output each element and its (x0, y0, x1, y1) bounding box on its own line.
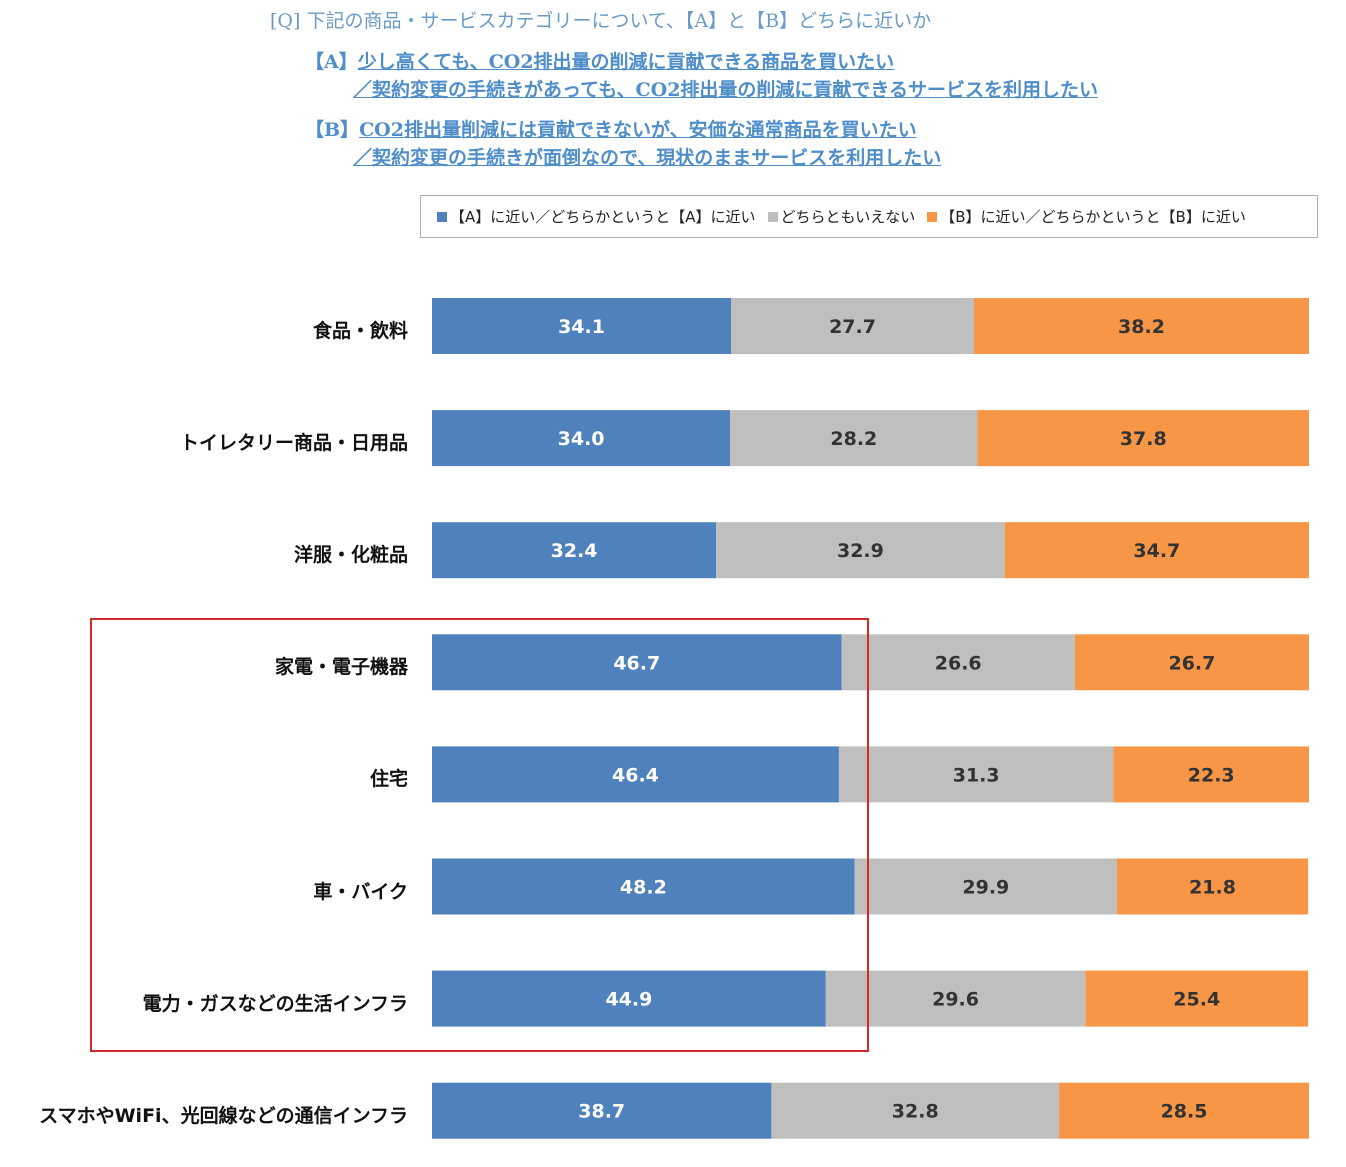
legend-item-b: 【B】に近い／どちらかというと【B】に近い (927, 206, 1246, 227)
data-label: 22.3 (1188, 764, 1235, 786)
legend-label-a: 【A】に近い／どちらかというと【A】に近い (450, 208, 756, 226)
data-label: 46.7 (613, 652, 660, 674)
category-label: 住宅 (369, 768, 408, 791)
data-label: 21.8 (1189, 877, 1236, 899)
bar-segment (432, 634, 842, 691)
category-label: 食品・飲料 (312, 320, 408, 342)
legend-swatch-a (437, 211, 447, 222)
category-label: 洋服・化粧品 (293, 544, 408, 567)
bar-segment (432, 410, 731, 467)
option-a-line2: ／契約変更の手続きがあっても、CO2排出量の削減に貢献できるサービスを利用したい (353, 75, 1098, 102)
bar-segment (977, 410, 1309, 467)
bar-segment (1113, 746, 1309, 803)
data-label: 27.7 (829, 316, 876, 338)
category-label: スマホやWiFi、光回線などの通信インフラ (39, 1104, 408, 1127)
category-label: 家電・電子機器 (274, 656, 408, 679)
bar-segment (730, 410, 978, 467)
data-label: 28.5 (1161, 1101, 1208, 1123)
option-a-line1: 【A】少し高くても、CO2排出量の削減に貢献できる商品を買いたい (305, 47, 894, 74)
bar-segment (838, 746, 1114, 803)
bar-segment (432, 746, 839, 803)
option-a-key: 【A】 (305, 51, 358, 73)
option-a-text1: 少し高くても、CO2排出量の削減に貢献できる商品を買いたい (357, 51, 895, 73)
data-label: 34.7 (1133, 540, 1180, 562)
category-label: トイレタリー商品・日用品 (179, 432, 408, 455)
data-label: 46.4 (612, 764, 659, 786)
data-label: 26.7 (1168, 652, 1215, 674)
option-b-text2: ／契約変更の手続きが面倒なので、現状のままサービスを利用したい (353, 147, 942, 169)
legend-swatch-b (927, 211, 938, 222)
legend-item-neutral: どちらともいえない (767, 206, 916, 227)
legend-item-a: 【A】に近い／どちらかというと【A】に近い (437, 206, 756, 227)
data-label: 48.2 (620, 877, 667, 899)
category-label: 車・バイク (313, 880, 408, 903)
chart-legend: 【A】に近い／どちらかというと【A】に近い どちらともいえない 【B】に近い／ど… (420, 195, 1318, 238)
data-label: 34.0 (558, 428, 605, 450)
legend-swatch-neutral (767, 211, 778, 222)
data-label: 26.6 (935, 652, 982, 674)
question-text: [Q] 下記の商品・サービスカテゴリーについて、【A】と【B】どちらに近いか (270, 10, 932, 32)
bar-segment (716, 522, 1005, 579)
bar-segment (432, 970, 826, 1027)
option-b-key: 【B】 (305, 119, 360, 141)
data-label: 28.2 (830, 428, 877, 450)
legend-label-b: 【B】に近い／どちらかというと【B】に近い (940, 208, 1246, 226)
legend-label-neutral: どちらともいえない (780, 208, 916, 226)
data-label: 32.8 (892, 1101, 939, 1123)
bar-segment (432, 522, 717, 579)
data-label: 29.6 (932, 989, 979, 1011)
category-label: 電力・ガスなどの生活インフラ (142, 992, 408, 1015)
bar-segment (825, 970, 1086, 1027)
bar-segment (1085, 970, 1309, 1027)
bar-segment (841, 634, 1075, 691)
bar-segment (1004, 522, 1309, 579)
option-b-line2: ／契約変更の手続きが面倒なので、現状のままサービスを利用したい (353, 143, 941, 170)
data-label: 31.3 (953, 764, 1000, 786)
data-label: 32.4 (551, 540, 598, 562)
bar-segment (432, 858, 855, 915)
option-b-line1: 【B】CO2排出量削減には貢献できないが、安価な通常商品を買いたい (305, 115, 917, 142)
bar-segment (432, 298, 732, 354)
bar-segment (1059, 1082, 1309, 1139)
data-label: 34.1 (558, 316, 605, 338)
data-label: 37.8 (1120, 428, 1167, 450)
bar-segment (731, 298, 974, 354)
data-label: 25.4 (1173, 989, 1220, 1011)
bar-segment (1074, 634, 1309, 691)
bar-segment (973, 298, 1309, 354)
bar-segment (1116, 858, 1309, 915)
bar-segment (432, 1082, 772, 1139)
data-label: 32.9 (837, 540, 884, 562)
bar-segment (854, 858, 1117, 915)
data-label: 38.7 (578, 1101, 625, 1123)
data-label: 44.9 (605, 989, 652, 1011)
data-label: 38.2 (1118, 316, 1165, 338)
data-label: 29.9 (962, 877, 1009, 899)
option-b-text1: CO2排出量削減には貢献できないが、安価な通常商品を買いたい (359, 119, 917, 141)
bar-segment (771, 1082, 1060, 1139)
option-a-text2: ／契約変更の手続きがあっても、CO2排出量の削減に貢献できるサービスを利用したい (353, 79, 1099, 101)
